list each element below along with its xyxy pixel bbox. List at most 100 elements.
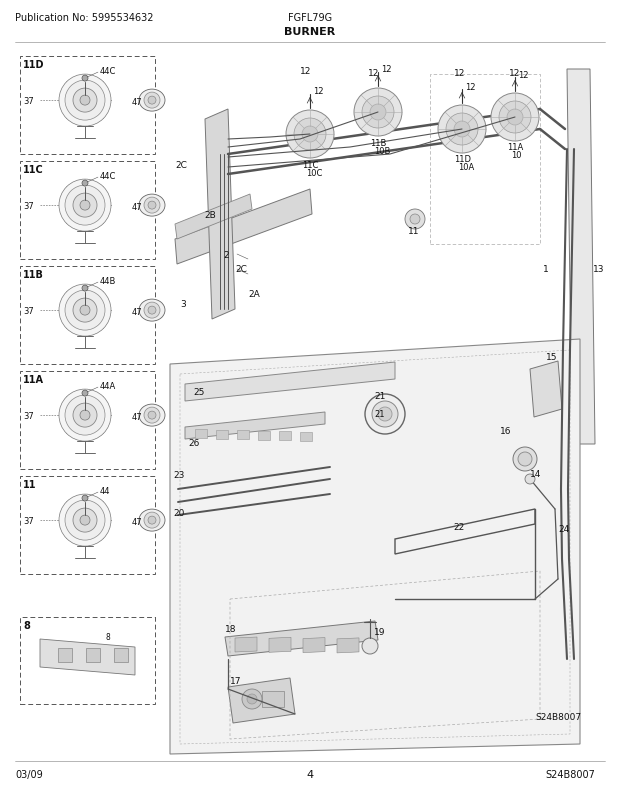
Circle shape	[446, 114, 478, 146]
Text: S24B8007: S24B8007	[545, 769, 595, 779]
Text: S24B8007: S24B8007	[535, 713, 581, 722]
Text: 03/09: 03/09	[15, 769, 43, 779]
Text: 47: 47	[132, 98, 143, 107]
Text: 26: 26	[188, 439, 200, 448]
Circle shape	[80, 96, 90, 106]
Text: 11C: 11C	[23, 164, 44, 175]
Text: 44C: 44C	[100, 172, 117, 180]
Bar	[20, 57, 155, 155]
Circle shape	[65, 395, 105, 435]
Text: 37: 37	[23, 201, 33, 210]
Text: 47: 47	[132, 517, 143, 526]
Text: 2: 2	[223, 250, 229, 259]
Text: 8: 8	[105, 633, 110, 642]
Text: 22: 22	[453, 522, 464, 531]
Text: 37: 37	[23, 411, 33, 420]
Circle shape	[65, 81, 105, 121]
Circle shape	[362, 97, 394, 129]
Circle shape	[82, 181, 88, 187]
Text: 12: 12	[381, 66, 391, 75]
Text: 17: 17	[230, 677, 242, 686]
Circle shape	[242, 689, 262, 709]
Text: 2B: 2B	[204, 210, 216, 219]
Circle shape	[454, 122, 470, 138]
Polygon shape	[228, 678, 295, 723]
Circle shape	[80, 516, 90, 525]
Text: 44: 44	[100, 486, 110, 495]
Text: 47: 47	[132, 307, 143, 316]
Bar	[20, 371, 155, 469]
Bar	[262, 691, 284, 707]
Ellipse shape	[139, 195, 165, 217]
Circle shape	[73, 403, 97, 427]
Text: 37: 37	[23, 96, 33, 106]
Circle shape	[82, 496, 88, 501]
Bar	[237, 431, 249, 439]
Circle shape	[59, 390, 111, 442]
Polygon shape	[170, 339, 580, 754]
Text: 47: 47	[132, 412, 143, 421]
Circle shape	[507, 110, 523, 126]
Text: 12: 12	[509, 68, 521, 78]
Polygon shape	[567, 70, 595, 444]
Bar	[279, 431, 291, 440]
Text: 37: 37	[23, 516, 33, 525]
Text: 3: 3	[180, 300, 186, 309]
Circle shape	[82, 76, 88, 82]
Circle shape	[144, 93, 160, 109]
Text: 4: 4	[306, 769, 314, 779]
Text: 21: 21	[374, 410, 385, 419]
Text: 19: 19	[374, 628, 386, 637]
Bar	[20, 267, 155, 365]
Text: 12: 12	[368, 68, 379, 78]
Bar	[195, 429, 207, 439]
Ellipse shape	[139, 509, 165, 532]
Text: 37: 37	[23, 306, 33, 315]
Circle shape	[148, 97, 156, 105]
Text: 10B: 10B	[374, 146, 391, 156]
Circle shape	[73, 508, 97, 533]
Polygon shape	[225, 622, 378, 656]
Circle shape	[148, 516, 156, 525]
Circle shape	[148, 411, 156, 419]
Circle shape	[82, 391, 88, 397]
Ellipse shape	[139, 300, 165, 322]
Text: 18: 18	[225, 625, 236, 634]
Polygon shape	[185, 363, 395, 402]
Text: 12: 12	[465, 83, 476, 91]
Text: 12: 12	[300, 67, 312, 76]
Bar	[216, 430, 228, 439]
Ellipse shape	[139, 90, 165, 112]
Circle shape	[378, 407, 392, 422]
Polygon shape	[205, 110, 235, 320]
Text: 10A: 10A	[458, 164, 474, 172]
Text: 12: 12	[518, 71, 528, 79]
Text: 2C: 2C	[235, 265, 247, 274]
Text: 11: 11	[23, 480, 37, 489]
Text: 25: 25	[193, 388, 205, 397]
Circle shape	[499, 102, 531, 134]
Circle shape	[370, 105, 386, 121]
Bar	[430, 75, 540, 245]
Circle shape	[80, 200, 90, 211]
Text: 44C: 44C	[100, 67, 117, 75]
Text: 20: 20	[173, 508, 184, 516]
Text: 2C: 2C	[175, 160, 187, 169]
Circle shape	[80, 411, 90, 420]
Circle shape	[144, 512, 160, 529]
Bar	[258, 431, 270, 440]
Circle shape	[144, 302, 160, 318]
Circle shape	[405, 210, 425, 229]
Circle shape	[65, 291, 105, 330]
Text: 13: 13	[593, 265, 604, 274]
Circle shape	[148, 306, 156, 314]
Text: 12: 12	[454, 68, 466, 78]
Circle shape	[144, 198, 160, 214]
Circle shape	[73, 194, 97, 218]
Text: 11D: 11D	[454, 156, 471, 164]
Polygon shape	[303, 638, 325, 653]
Bar	[114, 648, 128, 662]
Text: 11: 11	[408, 227, 420, 237]
Text: FGFL79G: FGFL79G	[288, 13, 332, 23]
Text: 24: 24	[558, 525, 569, 534]
